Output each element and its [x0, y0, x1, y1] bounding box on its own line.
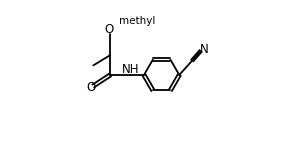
Text: O: O	[86, 81, 96, 94]
Text: methyl: methyl	[119, 16, 156, 26]
Text: NH: NH	[122, 63, 139, 76]
Text: N: N	[200, 43, 208, 56]
Text: O: O	[104, 23, 113, 36]
